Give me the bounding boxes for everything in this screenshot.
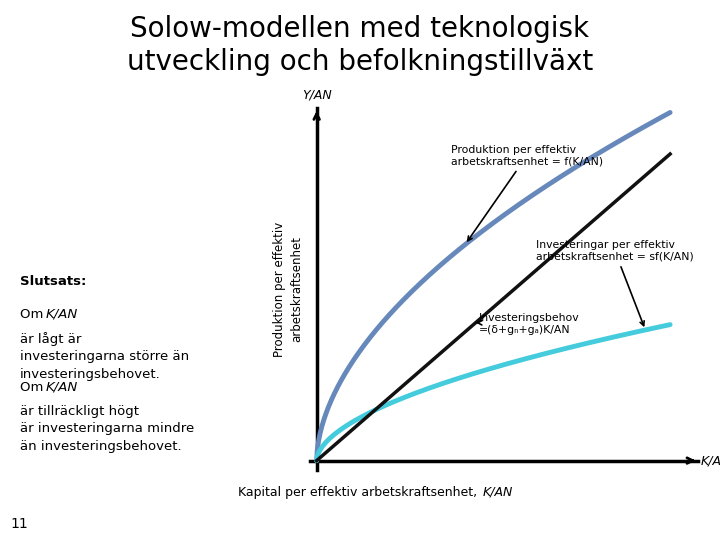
Text: K/AN: K/AN — [46, 381, 78, 394]
Text: K/AN: K/AN — [700, 454, 720, 467]
Text: Produktion per effektiv
arbetskraftsenhet: Produktion per effektiv arbetskraftsenhe… — [273, 221, 303, 356]
Text: är lågt är
investeringarna större än
investeringsbehovet.: är lågt är investeringarna större än inv… — [20, 332, 189, 381]
Text: Produktion per effektiv
arbetskraftsenhet = f(K/AN): Produktion per effektiv arbetskraftsenhe… — [451, 145, 603, 241]
Text: Investeringar per effektiv
arbetskraftsenhet = sf(K/AN): Investeringar per effektiv arbetskraftse… — [536, 240, 693, 326]
Text: Om: Om — [20, 308, 48, 321]
Text: Solow-modellen med teknologisk
utveckling och befolkningstillväxt: Solow-modellen med teknologisk utvecklin… — [127, 15, 593, 76]
Text: Y/AN: Y/AN — [302, 89, 331, 102]
Text: K/AN: K/AN — [46, 308, 78, 321]
Text: Investeringsbehov
=(δ+gₙ+gₐ)K/AN: Investeringsbehov =(δ+gₙ+gₐ)K/AN — [477, 313, 580, 335]
Text: Slutsats:: Slutsats: — [20, 275, 86, 288]
Text: K/AN: K/AN — [482, 485, 513, 499]
Text: Dynamisk anpassning av
produktion och kapital
per effektiv arbetskraft-
senhet.: Dynamisk anpassning av produktion och ka… — [20, 116, 195, 183]
Text: är tillräckligt högt
är investeringarna mindre
än investeringsbehovet.: är tillräckligt högt är investeringarna … — [20, 405, 194, 453]
Text: 11: 11 — [11, 517, 29, 531]
Text: Om: Om — [20, 381, 48, 394]
Text: Kapital per effektiv arbetskraftsenhet,: Kapital per effektiv arbetskraftsenhet, — [238, 485, 481, 499]
